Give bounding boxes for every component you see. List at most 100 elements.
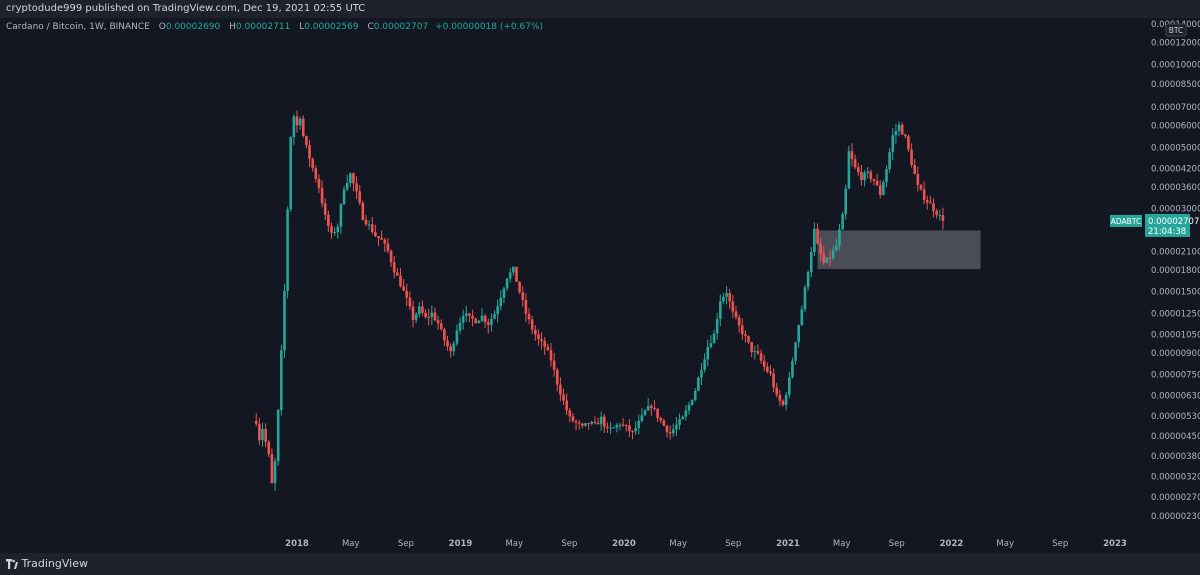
candle (624, 424, 628, 432)
candle (380, 230, 383, 240)
candle (762, 354, 766, 372)
candle (559, 377, 562, 402)
y-tick-label: 0.00000380 (1151, 452, 1200, 462)
candle (838, 223, 841, 251)
candle (753, 345, 757, 360)
y-tick-label: 0.00001050 (1151, 330, 1200, 340)
candle (389, 249, 393, 268)
candle (860, 164, 863, 186)
y-tick-label: 0.00012000 (1151, 39, 1200, 49)
candle (766, 362, 769, 374)
candle (621, 418, 625, 427)
candle (339, 203, 343, 234)
candle (775, 382, 779, 398)
candle (370, 217, 374, 235)
candle (254, 413, 258, 427)
candle (587, 422, 590, 430)
candle (737, 314, 741, 333)
candle (546, 343, 550, 351)
y-tick-label: 0.00000750 (1151, 371, 1200, 381)
candle (813, 222, 816, 257)
candle (856, 162, 860, 176)
candle (900, 122, 904, 135)
candle (602, 413, 606, 433)
candle (904, 133, 907, 139)
candle (916, 166, 920, 192)
candle (330, 222, 333, 239)
candle (455, 324, 459, 347)
x-tick-label: 2023 (1103, 539, 1127, 549)
candle (430, 305, 434, 325)
candle (671, 423, 675, 437)
candle (885, 165, 888, 188)
candle (258, 417, 261, 445)
candle (342, 185, 346, 206)
y-tick-label: 0.00007000 (1151, 103, 1200, 113)
candle (687, 401, 691, 415)
candle (411, 300, 415, 328)
candle (298, 116, 302, 131)
candle (486, 318, 490, 334)
candle (565, 393, 568, 416)
candle (894, 124, 898, 144)
candle (653, 400, 656, 411)
candle (646, 398, 650, 411)
candle (781, 399, 785, 407)
candle (358, 185, 362, 206)
candle (515, 266, 518, 282)
x-tick-label: May (996, 539, 1014, 549)
tradingview-brand: TradingView (21, 557, 88, 570)
x-tick-label: May (833, 539, 851, 549)
candle (634, 421, 637, 435)
y-tick-label: 0.00003000 (1151, 205, 1200, 215)
candle (816, 223, 819, 245)
bar-countdown: 21:04:38 (1148, 227, 1186, 237)
candle (675, 417, 678, 436)
candle (822, 245, 826, 266)
candle (537, 329, 540, 346)
candle (443, 327, 446, 347)
candle (794, 341, 797, 365)
x-tick-label: 2020 (612, 539, 636, 549)
candle (791, 357, 794, 379)
x-tick-label: Sep (725, 539, 741, 549)
candle (819, 237, 822, 262)
candle (809, 246, 813, 278)
candle (417, 301, 421, 318)
candle (706, 339, 710, 367)
candle (571, 412, 575, 423)
candle (606, 422, 609, 433)
candle (747, 335, 750, 344)
candle (778, 390, 782, 407)
price-chart[interactable]: 0.000140000.000120000.000100000.00008500… (0, 18, 1200, 553)
candle (935, 208, 938, 219)
candle (681, 415, 684, 420)
symbol-text[interactable]: Cardano / Bitcoin, 1W, BINANCE (6, 22, 150, 32)
candle (327, 210, 330, 232)
candle (709, 335, 713, 349)
low-label: L (299, 22, 305, 32)
candle (690, 399, 694, 406)
candle (913, 158, 917, 175)
candle (405, 283, 409, 307)
y-tick-label: 0.00000230 (1151, 512, 1200, 522)
x-tick-label: 2018 (285, 539, 309, 549)
y-tick-label: 0.00000270 (1151, 493, 1200, 503)
symbol-price-tag: ADABTC (1110, 214, 1142, 227)
y-tick-label: 0.00000530 (1151, 412, 1200, 422)
candle (577, 419, 581, 430)
y-tick-label: 0.00002100 (1151, 247, 1200, 257)
candle (750, 341, 753, 357)
candle (941, 207, 945, 230)
footer-bar: TradingView (0, 553, 1200, 575)
candle (436, 315, 440, 331)
candle (731, 294, 735, 319)
candle (474, 317, 478, 324)
candle (759, 349, 763, 365)
candle (656, 408, 659, 422)
symbol-tag-label: ADABTC (1111, 217, 1141, 226)
candle (477, 320, 481, 324)
candle (693, 387, 697, 402)
candle (612, 426, 615, 429)
candle (286, 206, 289, 299)
